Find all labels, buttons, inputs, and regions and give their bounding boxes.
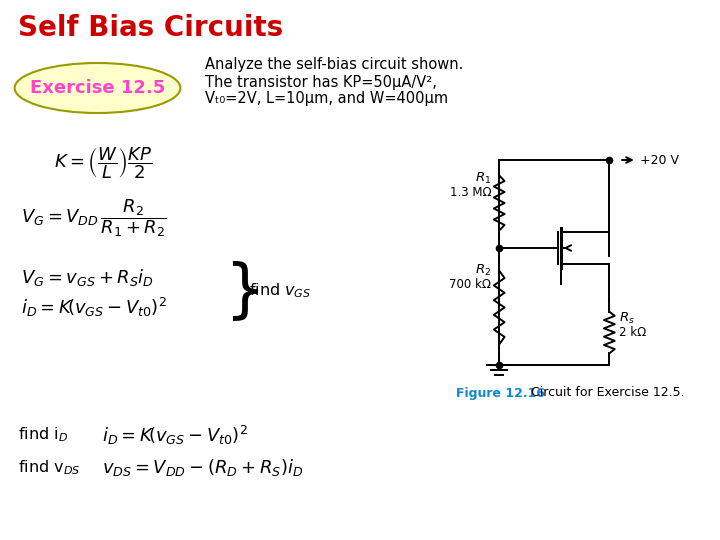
Text: Vₜ₀=2V, L=10μm, and W=400μm: Vₜ₀=2V, L=10μm, and W=400μm xyxy=(204,91,448,106)
Text: $i_D = K\!\left(v_{GS} - V_{t0}\right)^2$: $i_D = K\!\left(v_{GS} - V_{t0}\right)^2… xyxy=(22,295,167,319)
Text: $V_G = V_{DD}\,\dfrac{R_2}{R_1 + R_2}$: $V_G = V_{DD}\,\dfrac{R_2}{R_1 + R_2}$ xyxy=(22,197,168,239)
Text: find $v_{GS}$: find $v_{GS}$ xyxy=(248,282,311,300)
Text: $i_D = K\!\left(v_{GS} - V_{t0}\right)^2$: $i_D = K\!\left(v_{GS} - V_{t0}\right)^2… xyxy=(102,423,248,447)
Text: $V_G = v_{GS} + R_S i_D$: $V_G = v_{GS} + R_S i_D$ xyxy=(22,267,154,287)
Text: Figure 12.16: Figure 12.16 xyxy=(456,387,545,400)
Text: $R_2$: $R_2$ xyxy=(475,262,492,278)
Text: 2 kΩ: 2 kΩ xyxy=(619,326,647,339)
Text: Analyze the self-bias circuit shown.: Analyze the self-bias circuit shown. xyxy=(204,57,463,72)
Ellipse shape xyxy=(14,63,181,113)
Text: Circuit for Exercise 12.5.: Circuit for Exercise 12.5. xyxy=(531,387,685,400)
Text: 700 kΩ: 700 kΩ xyxy=(449,278,492,291)
Text: +20 V: +20 V xyxy=(639,153,679,166)
Text: The transistor has KP=50μA/V²,: The transistor has KP=50μA/V², xyxy=(204,75,436,90)
Text: $R_1$: $R_1$ xyxy=(475,171,492,186)
Text: $\}$: $\}$ xyxy=(224,259,259,323)
Text: find v$_{DS}$: find v$_{DS}$ xyxy=(17,458,80,477)
Text: 1.3 MΩ: 1.3 MΩ xyxy=(450,186,492,199)
Text: Exercise 12.5: Exercise 12.5 xyxy=(30,79,165,97)
Text: Self Bias Circuits: Self Bias Circuits xyxy=(17,14,283,42)
Text: $K = \left(\dfrac{W}{L}\right)\dfrac{KP}{2}$: $K = \left(\dfrac{W}{L}\right)\dfrac{KP}… xyxy=(53,145,152,181)
Text: $R_s$: $R_s$ xyxy=(619,310,635,326)
Text: $v_{DS} = V_{DD} - \left(R_D + R_S\right)i_D$: $v_{DS} = V_{DD} - \left(R_D + R_S\right… xyxy=(102,457,304,478)
Text: find i$_D$: find i$_D$ xyxy=(17,426,68,444)
